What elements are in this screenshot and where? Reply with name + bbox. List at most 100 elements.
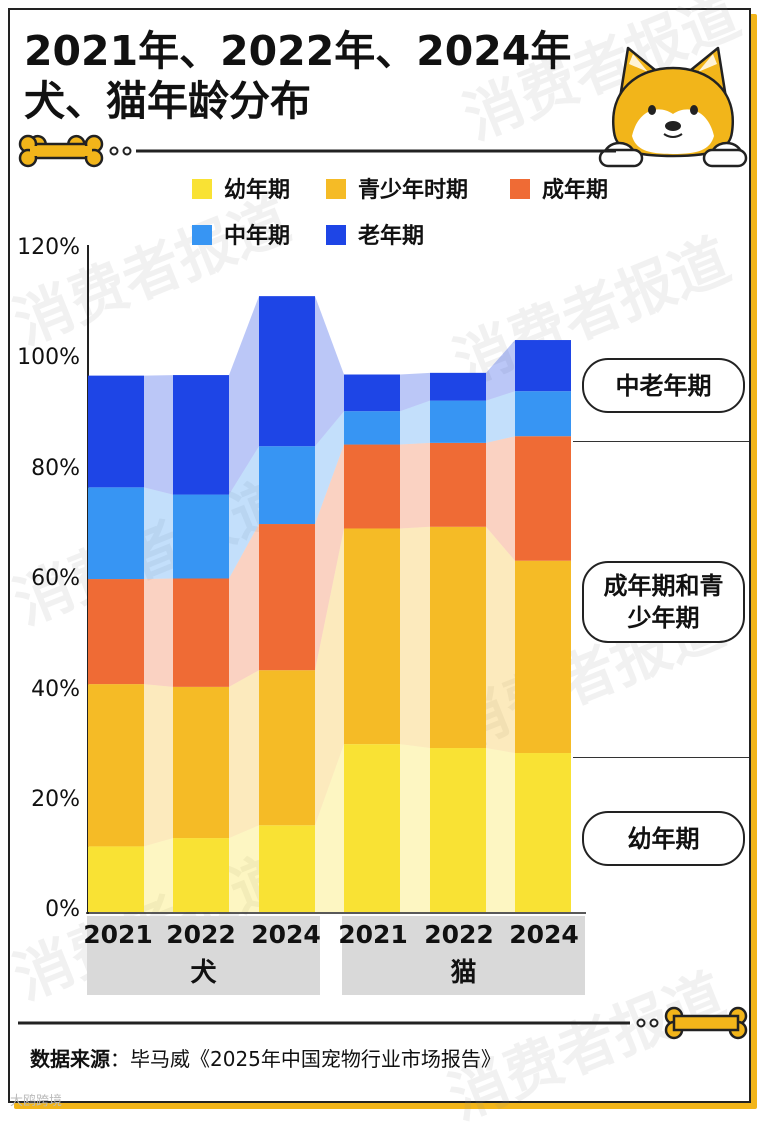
bar-segment xyxy=(88,487,144,580)
bar-segment xyxy=(259,446,315,525)
bar-segment xyxy=(430,400,486,443)
connector-band xyxy=(400,372,430,412)
connector-band xyxy=(144,684,173,847)
legend-label: 成年期 xyxy=(542,178,609,203)
x-tick-label: 2022 xyxy=(166,920,236,949)
group-label-dog: 犬 xyxy=(190,958,217,988)
group-box-cat xyxy=(342,916,585,995)
bar-segment xyxy=(430,442,486,527)
title-divider xyxy=(18,134,616,168)
connector-band xyxy=(229,670,259,839)
bar-segment xyxy=(430,372,486,401)
connector-band xyxy=(486,391,515,443)
bar-segment xyxy=(259,524,315,671)
bar-segment xyxy=(259,296,315,447)
bar-segment xyxy=(173,578,229,687)
title-line-1: 2021年、2022年、2024年 xyxy=(24,27,572,75)
bar-segment xyxy=(515,436,571,561)
y-tick-label: 120% xyxy=(17,235,80,260)
connector-band xyxy=(229,524,259,687)
y-tick-label: 80% xyxy=(31,456,80,481)
legend-item-senior: 老年期 xyxy=(326,223,424,251)
connector-band xyxy=(229,446,259,579)
connector-band xyxy=(400,526,430,749)
connector-band xyxy=(144,375,173,495)
source-text: ：毕马威《2025年中国宠物行业市场报告》 xyxy=(110,1047,501,1071)
bar-segment xyxy=(515,391,571,437)
bar-segment xyxy=(344,528,400,745)
y-tick-label: 20% xyxy=(31,787,80,812)
bracket-label-text: 幼年期 xyxy=(627,824,700,853)
x-tick-label: 2021 xyxy=(338,920,408,949)
x-tick-label: 2024 xyxy=(251,920,321,949)
bar-segment xyxy=(259,825,315,912)
bar-segment xyxy=(344,411,400,445)
legend-item-adult: 成年期 xyxy=(510,177,608,205)
connector-band xyxy=(486,340,515,401)
connector-band xyxy=(315,411,344,525)
connector-band xyxy=(229,825,259,912)
bracket-label-youth: 幼年期 xyxy=(582,811,745,866)
bar-segment xyxy=(259,670,315,826)
bracket-label-adult-adolescent: 成年期和青 少年期 xyxy=(582,561,745,643)
bar-segment xyxy=(173,686,229,839)
bracket-label-text: 中老年期 xyxy=(615,371,712,400)
connector-band xyxy=(144,578,173,687)
bar-segment xyxy=(88,579,144,685)
bracket-label-text: 少年期 xyxy=(627,604,700,632)
bone-icon xyxy=(664,1006,748,1040)
bar-segment xyxy=(515,753,571,912)
bracket-separator xyxy=(573,757,749,758)
connector-band xyxy=(315,296,344,447)
bracket-label-middle-senior: 中老年期 xyxy=(582,358,745,413)
legend-label: 老年期 xyxy=(358,224,425,249)
bar-segment xyxy=(344,744,400,912)
bar-segment xyxy=(515,340,571,392)
footer-divider xyxy=(18,1006,748,1040)
bar-segment xyxy=(344,374,400,412)
bar-segment xyxy=(173,375,229,495)
x-tick-label: 2022 xyxy=(424,920,494,949)
data-source: 数据来源：毕马威《2025年中国宠物行业市场报告》 xyxy=(30,1046,501,1072)
connector-band xyxy=(400,744,430,912)
connector-band xyxy=(315,744,344,912)
source-label: 数据来源 xyxy=(30,1047,110,1071)
bracket-separator xyxy=(573,441,749,442)
connector-band xyxy=(486,748,515,912)
legend-label: 青少年时期 xyxy=(358,178,469,203)
bar-segment xyxy=(515,560,571,754)
bar-segment xyxy=(430,748,486,912)
group-box-dog xyxy=(87,916,320,995)
connector-band xyxy=(229,296,259,495)
legend-item-youth: 幼年期 xyxy=(192,177,290,205)
connector-band xyxy=(144,838,173,912)
x-tick-label: 2024 xyxy=(509,920,579,949)
connector-band xyxy=(400,442,430,529)
y-tick-label: 60% xyxy=(31,566,80,591)
bar-segment xyxy=(173,494,229,579)
group-label-cat: 猫 xyxy=(450,958,477,988)
footer-watermark: 大鸥跨境 xyxy=(10,1094,63,1109)
bar-segment xyxy=(344,444,400,529)
legend-swatch xyxy=(326,225,346,245)
connector-band xyxy=(315,444,344,671)
page-title: 2021年、2022年、2024年 犬、猫年龄分布 xyxy=(24,26,571,126)
legend-swatch xyxy=(192,225,212,245)
legend-item-middle: 中年期 xyxy=(192,223,290,251)
connector-band xyxy=(144,487,173,580)
y-tick-label: 0% xyxy=(45,897,80,922)
title-line-2: 犬、猫年龄分布 xyxy=(24,77,311,125)
connector-band xyxy=(315,528,344,826)
legend-swatch xyxy=(192,179,212,199)
bar-segment xyxy=(88,846,144,912)
bracket-label-text: 成年期和青 xyxy=(603,572,724,600)
y-tick-label: 40% xyxy=(31,677,80,702)
bar-segment xyxy=(173,838,229,912)
connector-band xyxy=(486,436,515,561)
bar-segment xyxy=(88,375,144,488)
bar-segment xyxy=(88,684,144,847)
legend-swatch xyxy=(326,179,346,199)
bar-segment xyxy=(430,526,486,749)
legend-swatch xyxy=(510,179,530,199)
